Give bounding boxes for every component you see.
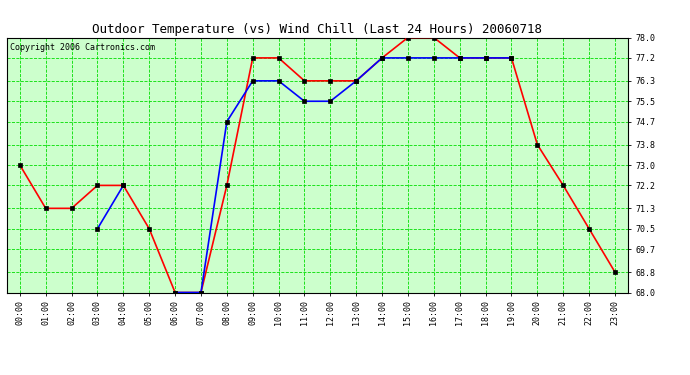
Title: Outdoor Temperature (vs) Wind Chill (Last 24 Hours) 20060718: Outdoor Temperature (vs) Wind Chill (Las… [92, 23, 542, 36]
Text: Copyright 2006 Cartronics.com: Copyright 2006 Cartronics.com [10, 43, 155, 52]
